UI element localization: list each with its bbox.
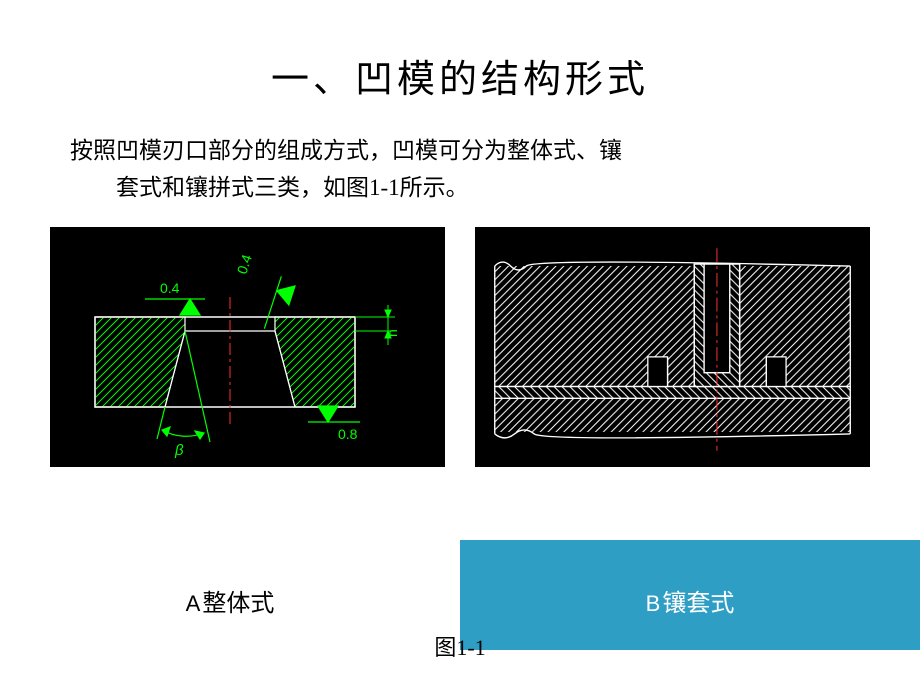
anno-beta: β (174, 442, 184, 459)
anno-bottom-right: 0.8 (338, 426, 358, 442)
slide-title: 一、凹模的结构形式 (0, 0, 920, 103)
caption-b-prefix: B (646, 591, 661, 617)
body-line-2: 套式和镶拼式三类，如图1-1所示。 (70, 170, 850, 207)
caption-a-prefix: A (186, 591, 201, 617)
caption-b: B 镶套式 (460, 570, 920, 630)
caption-a: A 整体式 (0, 570, 460, 630)
figure-label: 图1-1 (0, 630, 920, 662)
figure-b-drawing (475, 227, 870, 467)
slide: 一、凹模的结构形式 按照凹模刃口部分的组成方式，凹模可分为整体式、镶 套式和镶拼… (0, 0, 920, 690)
figure-b-svg (475, 227, 870, 467)
body-line-1: 按照凹模刃口部分的组成方式，凹模可分为整体式、镶 (70, 138, 622, 163)
anno-top-left: 0.4 (160, 280, 180, 296)
figure-a-svg: 0.4 0.4 h (50, 227, 445, 467)
anno-top-right: 0.4 (234, 252, 255, 276)
slide-body: 按照凹模刃口部分的组成方式，凹模可分为整体式、镶 套式和镶拼式三类，如图1-1所… (0, 103, 920, 207)
caption-b-text: 镶套式 (662, 583, 734, 618)
caption-row: A 整体式 B 镶套式 (0, 570, 920, 630)
figures-row: 0.4 0.4 h (0, 207, 920, 467)
figure-a-drawing: 0.4 0.4 h (50, 227, 445, 467)
caption-a-text: 整体式 (202, 583, 274, 618)
anno-h: h (384, 329, 400, 337)
